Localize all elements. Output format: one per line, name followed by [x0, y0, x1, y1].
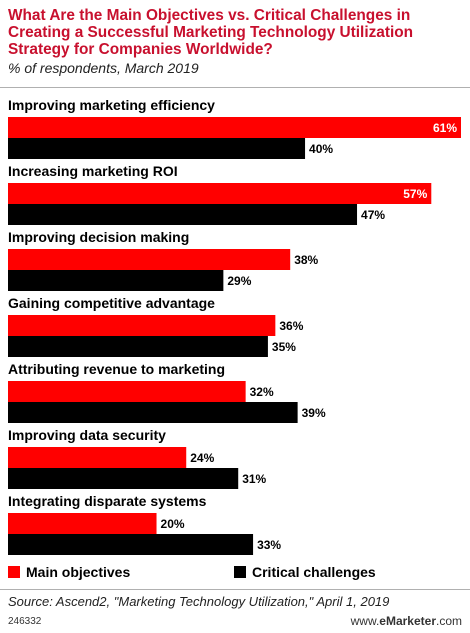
- data-label-objectives: 36%: [279, 319, 303, 333]
- data-label-challenges: 47%: [361, 208, 385, 222]
- brand-url: www.eMarketer.com: [351, 614, 462, 628]
- data-label-challenges: 39%: [302, 406, 326, 420]
- legend-label-challenges: Critical challenges: [252, 564, 376, 580]
- legend-swatch-challenges: [234, 566, 246, 578]
- category-label: Improving data security: [8, 427, 166, 443]
- category-label: Gaining competitive advantage: [8, 295, 215, 311]
- source-note: Source: Ascend2, "Marketing Technology U…: [8, 594, 390, 609]
- bar-objectives: [8, 447, 187, 468]
- data-label-challenges: 29%: [227, 274, 251, 288]
- data-label-challenges: 33%: [257, 538, 281, 552]
- brand-prefix: www.: [350, 614, 380, 628]
- bar-objectives: [8, 183, 432, 204]
- bar-objectives: [8, 315, 276, 336]
- bar-challenges: [8, 204, 358, 225]
- header-divider: [0, 87, 470, 88]
- bar-challenges: [8, 402, 298, 423]
- legend-item-challenges: Critical challenges: [234, 564, 376, 580]
- bar-chart: Improving marketing efficiency 61% 40% Incr…: [8, 97, 461, 555]
- legend-swatch-objectives: [8, 566, 20, 578]
- bar-challenges: [8, 468, 239, 489]
- category-label: Improving decision making: [8, 229, 189, 245]
- bar-objectives: [8, 117, 461, 138]
- brand-suffix: .com: [435, 614, 462, 628]
- brand-name: eMarketer: [379, 614, 436, 628]
- chart-subtitle: % of respondents, March 2019: [8, 60, 199, 76]
- bar-objectives: [8, 381, 246, 402]
- bar-objectives: [8, 513, 157, 534]
- data-label-objectives: 57%: [403, 187, 427, 201]
- data-label-challenges: 40%: [309, 142, 333, 156]
- bar-objectives: [8, 249, 291, 270]
- legend-label-objectives: Main objectives: [26, 564, 131, 580]
- category-label: Increasing marketing ROI: [8, 163, 178, 179]
- bar-challenges: [8, 270, 224, 291]
- bar-challenges: [8, 534, 254, 555]
- legend-item-objectives: Main objectives: [8, 564, 130, 580]
- data-label-challenges: 35%: [272, 340, 296, 354]
- data-label-objectives: 24%: [190, 451, 214, 465]
- data-label-objectives: 61%: [433, 121, 457, 135]
- chart-id: 246332: [8, 616, 42, 627]
- bar-challenges: [8, 138, 306, 159]
- data-label-objectives: 32%: [250, 385, 274, 399]
- category-label: Improving marketing efficiency: [8, 97, 215, 113]
- category-label: Integrating disparate systems: [8, 493, 207, 509]
- data-label-objectives: 38%: [294, 253, 318, 267]
- category-label: Attributing revenue to marketing: [8, 361, 225, 377]
- chart-title: What Are the Main Objectives vs. Critica…: [8, 7, 414, 58]
- data-label-challenges: 31%: [242, 472, 266, 486]
- footer-divider: [0, 589, 470, 590]
- data-label-objectives: 20%: [161, 517, 185, 531]
- bar-challenges: [8, 336, 268, 357]
